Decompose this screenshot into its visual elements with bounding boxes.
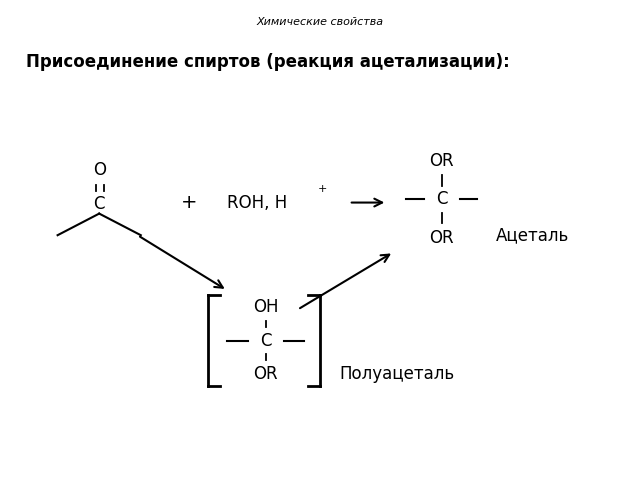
Text: O: O [93,161,106,180]
Text: Присоединение спиртов (реакция ацетализации):: Присоединение спиртов (реакция ацетализа… [26,53,509,72]
Text: ROH, H: ROH, H [227,193,287,212]
Text: OH: OH [253,298,278,316]
Text: C: C [436,190,447,208]
Text: C: C [93,195,105,213]
Text: +: + [318,184,328,194]
Text: Ацеталь: Ацеталь [496,226,569,244]
Text: Полуацеталь: Полуацеталь [339,365,454,384]
Text: OR: OR [253,365,278,384]
Text: Химические свойства: Химические свойства [257,17,383,26]
Text: C: C [260,332,271,350]
Text: +: + [180,193,197,212]
Text: OR: OR [429,152,454,170]
Text: OR: OR [429,228,454,247]
